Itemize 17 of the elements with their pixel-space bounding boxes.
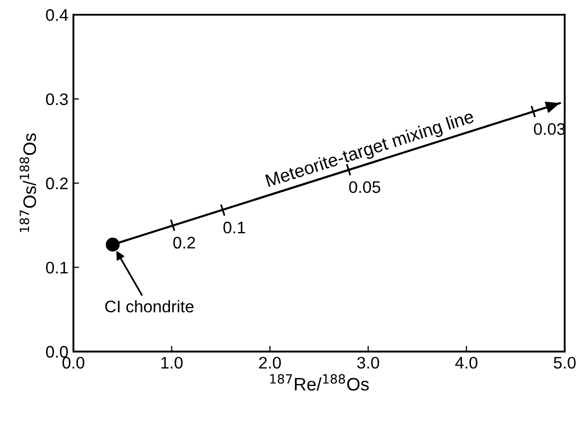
- x-tick-label: 1.0: [161, 356, 183, 369]
- x-tick-label: 0.0: [62, 356, 84, 369]
- y-tick-label: 0.2: [46, 178, 68, 190]
- annotation: 0.1: [223, 222, 246, 234]
- y-axis-title: $^{187}$Os/$^{188}$Os: [20, 133, 36, 232]
- annotation: 0.2: [173, 236, 195, 249]
- y-tick-label: 0.0: [46, 346, 68, 358]
- annotation: 0.03: [534, 123, 565, 135]
- y-tick-label: 0.3: [46, 93, 68, 106]
- annotation: CI chondrite: [105, 300, 194, 312]
- x-tick-label: 2.0: [259, 356, 281, 369]
- x-tick-label: 5.0: [554, 356, 576, 369]
- x-axis-title: $^{187}$Re/$^{188}$Os: [270, 374, 369, 391]
- x-tick-label: 3.0: [357, 356, 380, 369]
- y-tick-label: 0.1: [46, 262, 68, 274]
- x-tick-label: 4.0: [455, 356, 478, 369]
- y-tick-label: 0.4: [46, 9, 68, 21]
